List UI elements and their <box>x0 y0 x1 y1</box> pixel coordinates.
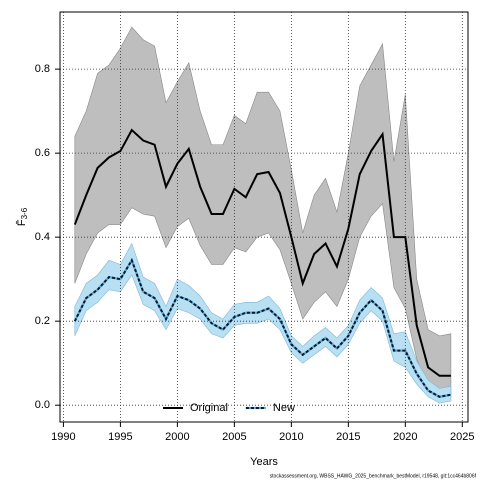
x-tick-label: 2010 <box>279 431 303 443</box>
x-tick-label: 2020 <box>393 431 417 443</box>
y-tick-label: 0.6 <box>35 147 50 159</box>
y-tick-label: 0.8 <box>35 63 50 75</box>
x-tick-label: 2015 <box>336 431 360 443</box>
line <box>73 128 451 377</box>
y-label-symbol: F̄ <box>15 219 28 226</box>
x-tick-label: 2000 <box>165 431 189 443</box>
y-tick-label: 0.0 <box>35 399 50 411</box>
x-tick-label: 2005 <box>222 431 246 443</box>
confidence-band <box>74 242 452 404</box>
y-label-subscript: 3-6 <box>20 207 29 219</box>
plot-frame <box>59 11 469 423</box>
y-tick-label: 0.4 <box>35 231 50 243</box>
legend-label: New <box>273 402 295 414</box>
x-tick-label: 2025 <box>450 431 474 443</box>
y-axis-label: F̄3-6 <box>15 207 29 226</box>
footer: stockassessment.org, WBSS_HAWG_2025_benc… <box>270 473 477 479</box>
line <box>73 257 452 398</box>
legend-label: Original <box>190 402 228 414</box>
x-axis-label: Years <box>250 456 278 468</box>
x-tick-label: 1990 <box>51 431 75 443</box>
x-tick-label: 1995 <box>108 431 132 443</box>
y-tick-label: 0.2 <box>35 315 50 327</box>
